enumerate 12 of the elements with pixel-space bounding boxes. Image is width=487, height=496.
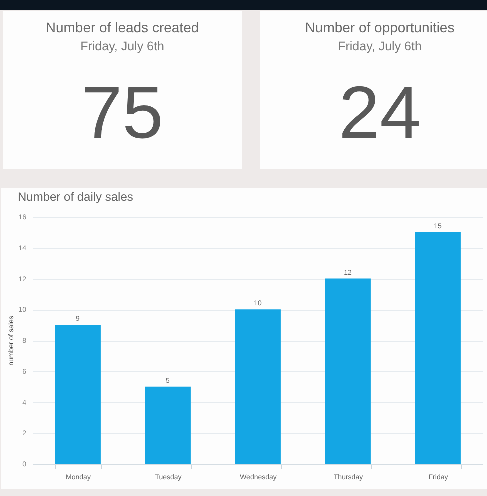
- data-label: 24: [338, 71, 422, 154]
- text: Number of opportunities: [305, 20, 455, 36]
- text: Friday, July 6th: [80, 40, 164, 54]
- bar: [235, 310, 281, 464]
- text: Friday, July 6th: [338, 40, 422, 54]
- bar: [55, 325, 101, 464]
- bar: [415, 232, 461, 464]
- bar: [145, 386, 191, 464]
- text: Number of leads created: [46, 20, 200, 36]
- data-label: 75: [81, 71, 164, 154]
- chart-title: Number of daily sales: [18, 190, 134, 204]
- bar: [325, 278, 371, 464]
